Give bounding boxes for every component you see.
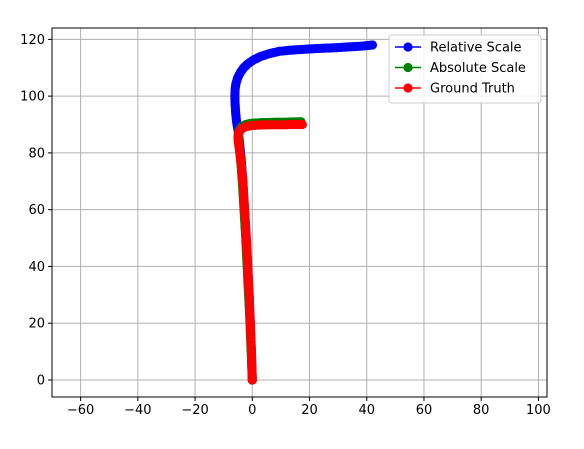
x-tick-label: −60 (67, 403, 94, 418)
plot-frame (51, 27, 548, 398)
y-tick-label: 120 (20, 33, 45, 48)
y-tick-label: 60 (28, 203, 45, 218)
x-tick-label: −20 (181, 403, 208, 418)
x-tick-label: −40 (124, 403, 151, 418)
legend-label: Ground Truth (430, 82, 515, 97)
grid-layer (52, 28, 547, 397)
x-tick-label: 80 (473, 403, 490, 418)
data-point (367, 40, 378, 50)
legend-entry: Absolute Scale (395, 61, 526, 76)
y-tick-label: 40 (28, 260, 45, 275)
x-tick-label: 60 (416, 403, 433, 418)
series-layer (230, 40, 378, 385)
x-tick-label: 0 (248, 403, 256, 418)
legend-label: Relative Scale (430, 41, 522, 56)
data-point (297, 119, 307, 130)
y-tick-label: 0 (37, 373, 45, 388)
series-line (234, 44, 373, 380)
legend-entry: Relative Scale (395, 41, 522, 56)
legend-marker (403, 62, 413, 73)
legend-label: Absolute Scale (430, 61, 526, 76)
legend-marker (403, 42, 413, 52)
legend: Relative Scale Absolute Scale Ground Truth (388, 34, 542, 104)
y-tick-label: 20 (28, 317, 45, 332)
series-ground-truth (233, 119, 307, 385)
y-tick-label: 100 (20, 90, 45, 105)
legend-entry: Ground Truth (395, 82, 515, 97)
x-tick-label: 100 (526, 403, 551, 418)
legend-marker (403, 83, 413, 93)
x-tick-label: 20 (301, 403, 318, 418)
tick-layer: −60 −40 −20 0 20 40 60 80 100 0 20 40 60 80 100 120 (20, 33, 551, 418)
legend-box (388, 34, 542, 104)
y-tick-label: 80 (28, 146, 45, 161)
x-tick-label: 40 (358, 403, 375, 418)
